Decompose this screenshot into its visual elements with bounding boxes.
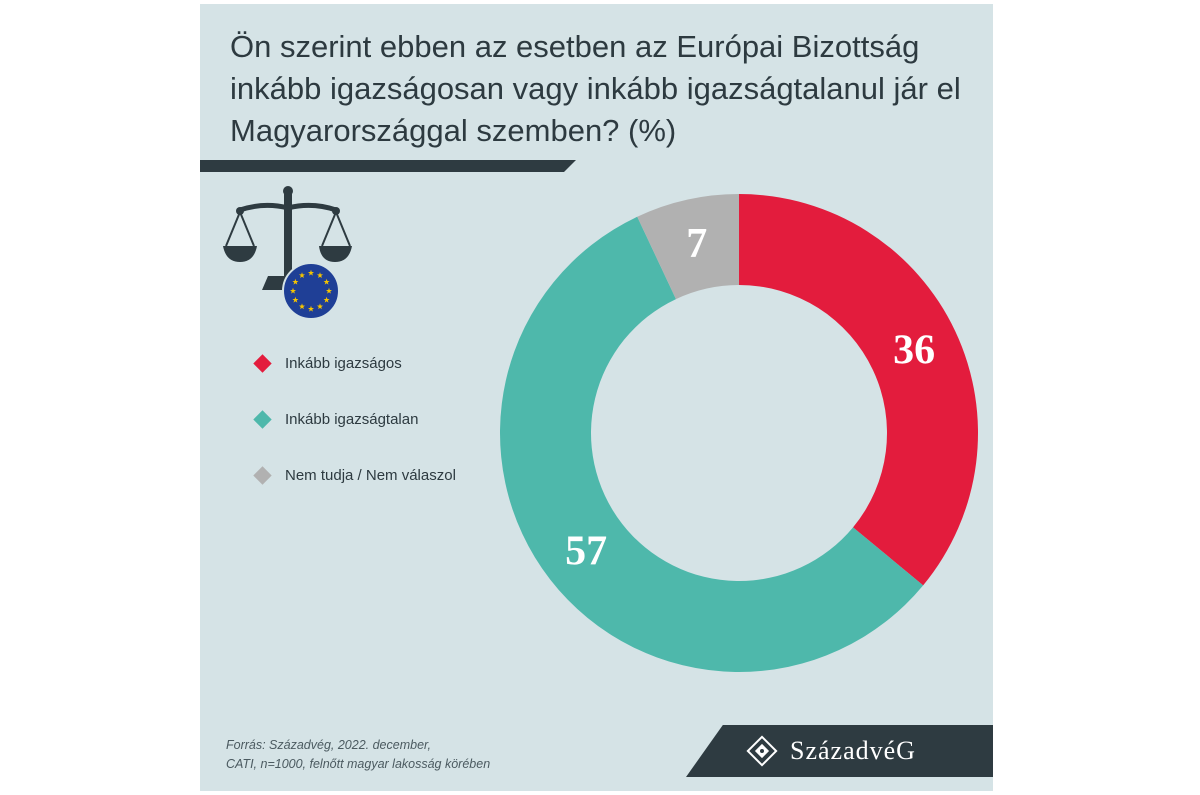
infographic-card: Ön szerint ebben az esetben az Európai B… [200,4,993,791]
donut-slice-igazsagtalan [499,216,924,673]
source-line-1: Forrás: Századvég, 2022. december, [226,738,431,752]
eu-flag-icon [282,262,340,320]
donut-data-label: 7 [686,221,707,267]
eu-star-icon [307,269,315,276]
legend-marker-gray [253,465,272,485]
legend: Inkább igazságos Inkább igazságtalan Nem… [252,350,456,518]
chart-title: Ön szerint ebben az esetben az Európai B… [230,29,961,148]
brand-logo: SzázadvéG [686,725,993,777]
source-note: Forrás: Századvég, 2022. december, CATI,… [226,736,490,774]
legend-label: Nem tudja / Nem válaszol [285,466,456,484]
eu-star-icon [307,305,315,312]
legend-marker-red [253,353,272,373]
source-line-2: CATI, n=1000, felnőtt magyar lakosság kö… [226,757,491,771]
legend-marker-teal [253,409,272,429]
legend-item-nem-tudja: Nem tudja / Nem válaszol [252,462,456,488]
donut-data-label: 36 [893,328,935,374]
eu-star-icon [316,272,324,278]
legend-label: Inkább igazságos [285,354,402,372]
eu-star-icon [298,272,306,278]
eu-star-icon [298,303,306,310]
title-underline-bar [200,160,576,172]
eu-star-icon [292,278,299,285]
legend-item-igazsagos: Inkább igazságos [252,350,456,376]
logo-text: SzázadvéG [790,736,916,765]
eu-star-icon [316,303,324,310]
eu-star-icon [289,287,297,294]
legend-item-igazsagtalan: Inkább igazságtalan [252,406,456,432]
donut-slice-igazsagos [739,194,978,586]
szazadveg-logo-mark-icon [746,735,778,767]
donut-slice-nem-tudja [637,194,739,300]
eu-star-icon [323,296,330,303]
donut-data-label: 57 [565,529,607,575]
donut-chart: 36 57 7 [499,194,978,673]
eu-star-icon [292,296,299,303]
eu-star-icon [323,278,330,285]
legend-label: Inkább igazságtalan [285,410,419,428]
eu-star-icon [325,287,333,294]
